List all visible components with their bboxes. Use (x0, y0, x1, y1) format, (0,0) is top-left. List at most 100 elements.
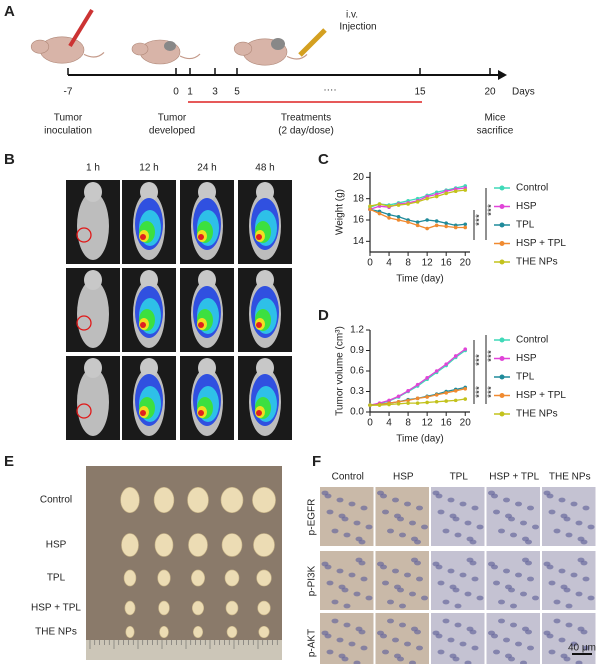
ihc-marker: p-PI3K (307, 565, 318, 596)
signal (256, 410, 262, 416)
data-point (396, 215, 401, 219)
tumor (125, 625, 135, 639)
nucleus (565, 622, 573, 628)
timeline-day: 20 (484, 87, 496, 98)
nucleus (397, 587, 404, 593)
nucleus (358, 539, 366, 545)
event-label: Tumor (158, 113, 187, 124)
time-label: 48 h (255, 163, 274, 174)
mouse-silhouette (140, 358, 158, 378)
nucleus (503, 568, 510, 574)
timeline-unit: Days (512, 87, 535, 98)
nucleus (471, 645, 479, 651)
tumor (258, 625, 270, 639)
nucleus (331, 618, 339, 624)
nucleus (343, 622, 351, 628)
nucleus (392, 637, 399, 643)
ihc-group: Control (332, 472, 364, 483)
nucleus (476, 595, 484, 601)
tumor (225, 600, 239, 616)
nucleus (387, 618, 394, 624)
nucleus (397, 656, 404, 662)
significance-label: *** (487, 350, 498, 362)
series-line (369, 185, 466, 208)
data-point (434, 219, 439, 223)
tumor (257, 600, 271, 616)
nucleus (336, 568, 344, 574)
mouse-head (233, 41, 253, 56)
nucleus (382, 509, 389, 515)
nucleus (435, 633, 443, 639)
nucleus (452, 587, 460, 593)
y-tick-label: 0.6 (350, 366, 364, 377)
panel-label: F (312, 453, 321, 470)
nucleus (360, 576, 368, 582)
nucleus (399, 603, 406, 609)
x-axis-label: Time (day) (396, 434, 443, 445)
group-label: Control (40, 495, 72, 506)
data-point (434, 393, 439, 397)
ihc-group: THE NPs (549, 472, 591, 483)
nucleus (510, 532, 517, 538)
significance-label: *** (475, 386, 486, 398)
nucleus (409, 520, 416, 526)
data-point (425, 400, 429, 405)
nucleus (553, 599, 561, 605)
data-point (425, 218, 429, 222)
significance-label: *** (475, 214, 486, 226)
mouse-silhouette (84, 182, 102, 202)
nucleus (380, 633, 387, 639)
tumor (192, 600, 205, 616)
nucleus (558, 637, 566, 643)
data-point (444, 191, 448, 196)
data-point (463, 222, 468, 227)
nucleus (447, 568, 455, 574)
legend-label: HSP + TPL (516, 238, 566, 249)
nucleus (437, 509, 445, 515)
nucleus (421, 524, 428, 530)
nucleus (380, 493, 387, 499)
data-point (406, 398, 410, 403)
nucleus (324, 493, 332, 499)
data-point (368, 403, 372, 407)
timeline-day: 15 (414, 87, 426, 98)
nucleus (459, 501, 467, 507)
signal (140, 410, 146, 416)
signal (140, 234, 146, 240)
nucleus (397, 516, 404, 522)
data-point (434, 194, 439, 199)
timeline-arrow (498, 70, 507, 80)
nucleus (331, 528, 339, 534)
nucleus (508, 656, 515, 662)
mouse-tail (179, 53, 201, 60)
nucleus (353, 520, 361, 526)
nucleus (392, 497, 399, 503)
data-point (387, 204, 391, 208)
tumor (220, 487, 244, 513)
x-tick-label: 0 (367, 258, 373, 269)
nucleus (587, 595, 595, 601)
nucleus (409, 591, 416, 597)
group-label: TPL (47, 573, 66, 584)
mouse-silhouette (198, 182, 216, 202)
x-tick-label: 20 (460, 258, 472, 269)
nucleus (546, 564, 554, 570)
ihc-image (542, 613, 596, 664)
tumor (253, 533, 275, 557)
nucleus (442, 599, 450, 605)
legend-label: Control (516, 335, 548, 346)
nucleus (382, 580, 389, 586)
data-point (425, 395, 429, 399)
nucleus (570, 641, 578, 647)
tumor (188, 533, 208, 557)
group-label: HSP (46, 540, 67, 551)
tumor (187, 487, 209, 513)
mouse-silhouette (256, 182, 274, 202)
data-point (415, 401, 420, 405)
nucleus (580, 629, 588, 635)
data-point (368, 204, 372, 208)
nucleus (404, 501, 411, 507)
ihc-image (486, 613, 540, 664)
tumor (121, 533, 139, 557)
tumor (123, 569, 137, 587)
